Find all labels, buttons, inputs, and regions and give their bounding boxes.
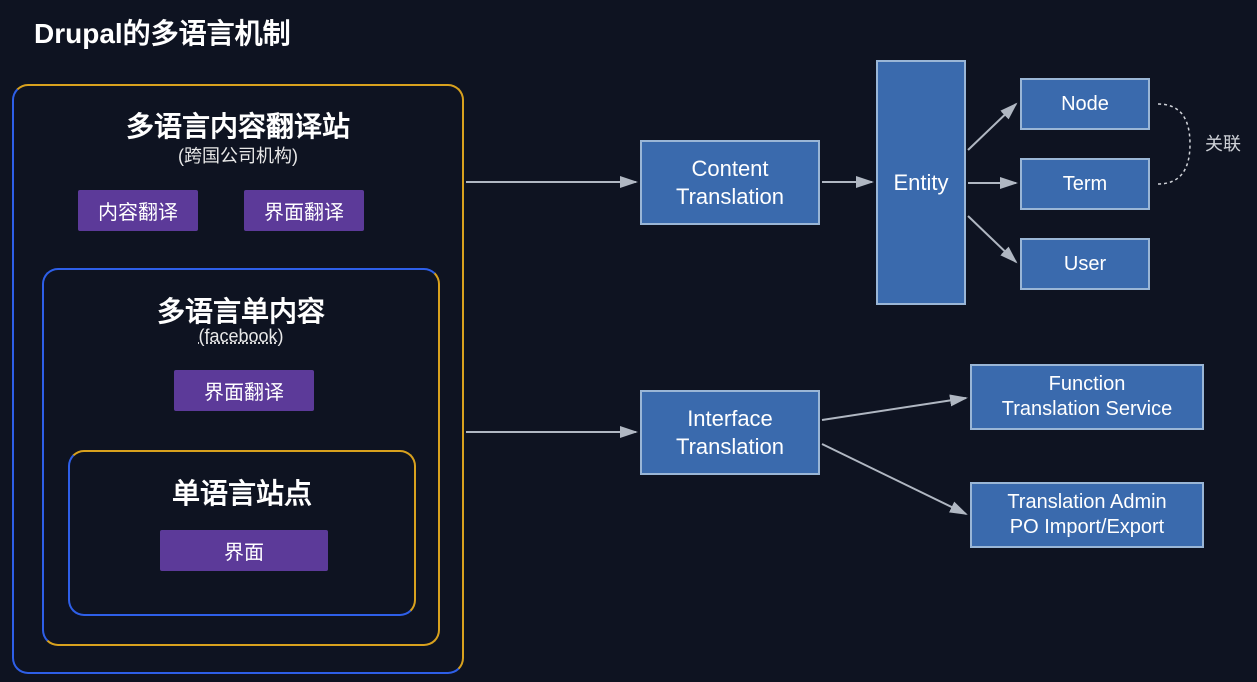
box-node-label: Node (1061, 92, 1109, 117)
box-content-translation: Content Translation (640, 140, 820, 225)
outer-subtitle: (跨国公司机构) (12, 142, 464, 168)
box-user-label: User (1064, 252, 1106, 277)
box-node: Node (1020, 78, 1150, 130)
box-entity: Entity (876, 60, 966, 305)
box-ta-line1: Translation Admin (1007, 490, 1166, 515)
tag-outer-1: 内容翻译 (78, 190, 198, 231)
page-title: Drupal的多语言机制 (34, 12, 291, 52)
box-term: Term (1020, 158, 1150, 210)
box-ct-line1: Content (691, 155, 768, 183)
tag-outer-2: 界面翻译 (244, 190, 364, 231)
box-it-line2: Translation (676, 433, 784, 461)
tag-mid-1: 界面翻译 (174, 370, 314, 411)
box-ft-line1: Function (1049, 372, 1126, 397)
box-user: User (1020, 238, 1150, 290)
box-it-line1: Interface (687, 405, 773, 433)
outer-title: 多语言内容翻译站 (12, 105, 464, 145)
box-term-label: Term (1063, 172, 1107, 197)
box-ft-line2: Translation Service (1002, 397, 1172, 422)
inner-title: 单语言站点 (68, 472, 416, 512)
box-entity-label: Entity (893, 169, 948, 197)
box-interface-translation: Interface Translation (640, 390, 820, 475)
box-func-trans: Function Translation Service (970, 364, 1204, 430)
box-trans-admin: Translation Admin PO Import/Export (970, 482, 1204, 548)
mid-subtitle: (facebook) (42, 326, 440, 347)
box-ta-line2: PO Import/Export (1010, 515, 1165, 540)
tag-inner-1: 界面 (160, 530, 328, 571)
mid-title: 多语言单内容 (42, 290, 440, 330)
box-ct-line2: Translation (676, 183, 784, 211)
relation-label: 关联 (1205, 130, 1241, 156)
